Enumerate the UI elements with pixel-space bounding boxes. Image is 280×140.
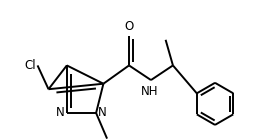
Text: N: N: [98, 107, 107, 120]
Text: NH: NH: [141, 85, 159, 98]
Text: Cl: Cl: [24, 59, 36, 72]
Text: N: N: [56, 107, 65, 120]
Text: O: O: [124, 20, 134, 33]
